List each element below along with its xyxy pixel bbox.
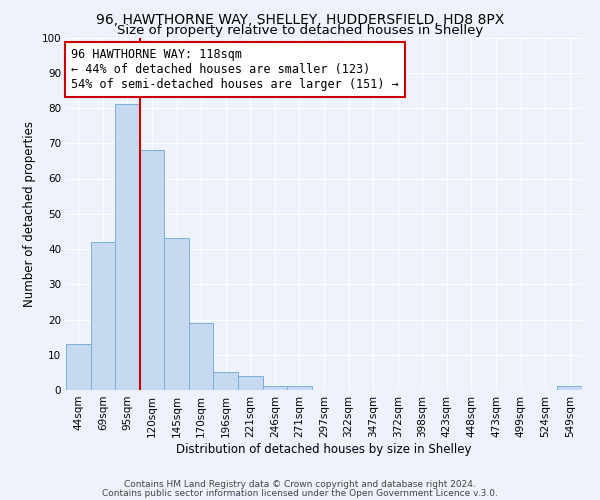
Bar: [214, 372, 238, 390]
Bar: [557, 386, 582, 390]
Bar: [66, 344, 91, 390]
Bar: [263, 386, 287, 390]
Bar: [115, 104, 140, 390]
Bar: [91, 242, 115, 390]
Text: Contains public sector information licensed under the Open Government Licence v.: Contains public sector information licen…: [102, 488, 498, 498]
Bar: [238, 376, 263, 390]
X-axis label: Distribution of detached houses by size in Shelley: Distribution of detached houses by size …: [176, 442, 472, 456]
Text: Contains HM Land Registry data © Crown copyright and database right 2024.: Contains HM Land Registry data © Crown c…: [124, 480, 476, 489]
Text: 96 HAWTHORNE WAY: 118sqm
← 44% of detached houses are smaller (123)
54% of semi-: 96 HAWTHORNE WAY: 118sqm ← 44% of detach…: [71, 48, 399, 91]
Bar: [287, 386, 312, 390]
Bar: [189, 323, 214, 390]
Y-axis label: Number of detached properties: Number of detached properties: [23, 120, 36, 306]
Bar: [164, 238, 189, 390]
Text: 96, HAWTHORNE WAY, SHELLEY, HUDDERSFIELD, HD8 8PX: 96, HAWTHORNE WAY, SHELLEY, HUDDERSFIELD…: [96, 12, 504, 26]
Text: Size of property relative to detached houses in Shelley: Size of property relative to detached ho…: [117, 24, 483, 37]
Bar: [140, 150, 164, 390]
